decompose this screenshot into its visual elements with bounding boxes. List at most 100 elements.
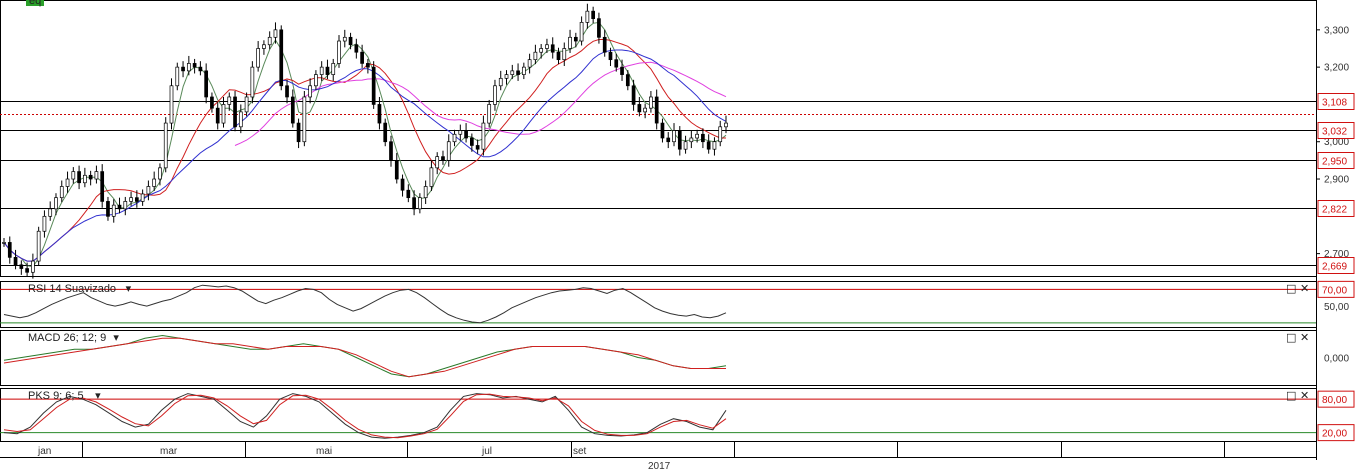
candle-body (418, 197, 422, 210)
candle-body (244, 96, 249, 113)
candle-body (470, 137, 474, 146)
candle-body (36, 230, 41, 262)
candle-body (516, 70, 520, 75)
candle-body (117, 204, 122, 210)
candle-body (573, 36, 578, 42)
level-label: 2,822 (1322, 205, 1347, 216)
candle-body (337, 40, 341, 64)
price-tick-label: 2,700 (1324, 249, 1349, 260)
candle-body (71, 171, 76, 180)
candle-body (446, 141, 451, 161)
chevron-down-icon[interactable]: ▾ (126, 282, 132, 295)
candle-body (192, 63, 197, 68)
close-icon[interactable]: ✕ (1300, 282, 1309, 295)
candle-body (464, 130, 468, 139)
level-label: 3,032 (1322, 127, 1347, 138)
candle-body (233, 96, 237, 128)
candle-body (19, 264, 24, 269)
candle-body (608, 51, 613, 61)
pks-frame (0, 388, 1317, 442)
candle-body (59, 186, 64, 199)
price-tick-label: 3,000 (1324, 137, 1349, 148)
level-label-box (1317, 93, 1355, 110)
maximize-icon[interactable]: □ (1286, 282, 1296, 295)
level-label-box (1317, 152, 1355, 169)
series-line (3, 393, 727, 439)
chevron-down-icon[interactable]: ▾ (95, 389, 101, 402)
grid (0, 0, 1317, 460)
series-line (3, 334, 727, 378)
candle-body (371, 66, 376, 105)
level-label: 3,108 (1322, 98, 1347, 109)
panel-title[interactable]: PKS 9; 6; 5 (28, 390, 84, 402)
candle-body (106, 201, 110, 217)
candle-body (25, 268, 29, 273)
candle-body (54, 197, 58, 210)
tick-label-box (1317, 390, 1355, 408)
month-label: mai (316, 446, 332, 457)
level-label-box (1317, 200, 1355, 217)
candle-body (452, 133, 457, 143)
candle-body (579, 22, 584, 42)
candle-body (666, 137, 671, 143)
candle-body (325, 66, 330, 75)
candle-body (31, 260, 35, 273)
chevron-down-icon[interactable]: ▾ (113, 331, 119, 344)
candle-body (458, 130, 463, 135)
candle-body (77, 171, 81, 184)
candle-body (701, 133, 705, 143)
moving-average-line (3, 21, 727, 268)
candle-body (250, 66, 255, 98)
candle-body (360, 51, 364, 64)
panel-title[interactable]: MACD 26; 12; 9 (28, 332, 106, 344)
candle-body (706, 141, 711, 150)
level-label-box (1317, 257, 1355, 274)
candle-body (556, 51, 561, 61)
candle-body (13, 257, 18, 266)
candle-body (649, 96, 653, 109)
candle-body (383, 122, 388, 143)
tick-label: 0,000 (1324, 354, 1349, 365)
candle-body (712, 141, 717, 150)
candle-body (724, 122, 728, 128)
maximize-icon[interactable]: □ (1286, 331, 1296, 344)
candle-body (319, 66, 324, 75)
candle-body (227, 96, 232, 105)
series-line (3, 337, 726, 378)
series-line (3, 393, 727, 439)
rsi-panel: 70,00 50,00 RSI 14 Suavizado ▾ □ ✕ (0, 280, 1355, 324)
candle-body (441, 156, 445, 161)
candle-body (210, 96, 214, 109)
candle-body (550, 44, 555, 53)
candle-body (302, 96, 307, 143)
candle-body (481, 122, 486, 150)
maximize-icon[interactable]: □ (1286, 389, 1296, 402)
close-icon[interactable]: ✕ (1300, 331, 1309, 344)
candle-body (591, 10, 596, 19)
panel-title[interactable]: RSI 14 Suavizado (28, 283, 116, 295)
candle-body (279, 29, 284, 87)
candle-body (527, 59, 532, 68)
candle-body (423, 186, 428, 199)
candle-body (620, 66, 624, 75)
candle-body (198, 66, 203, 72)
candle-body (435, 156, 440, 169)
candle-body (308, 85, 312, 98)
tick-label: 50,00 (1324, 302, 1349, 313)
candle-body (158, 167, 162, 180)
candle-body (637, 104, 642, 113)
macd-frame (0, 330, 1317, 386)
candle-body (42, 215, 47, 232)
candle-body (204, 70, 209, 98)
candle-body (342, 36, 347, 42)
legend-badge (26, 0, 44, 6)
candle-body (238, 111, 243, 128)
price-tick-label: 3,200 (1324, 63, 1349, 74)
candle-body (377, 104, 382, 124)
candle-body (562, 48, 567, 61)
candle-body (88, 174, 93, 180)
candle-body (215, 107, 220, 124)
close-icon[interactable]: ✕ (1300, 389, 1309, 402)
candle-body (296, 122, 301, 143)
candle-body (545, 44, 549, 49)
